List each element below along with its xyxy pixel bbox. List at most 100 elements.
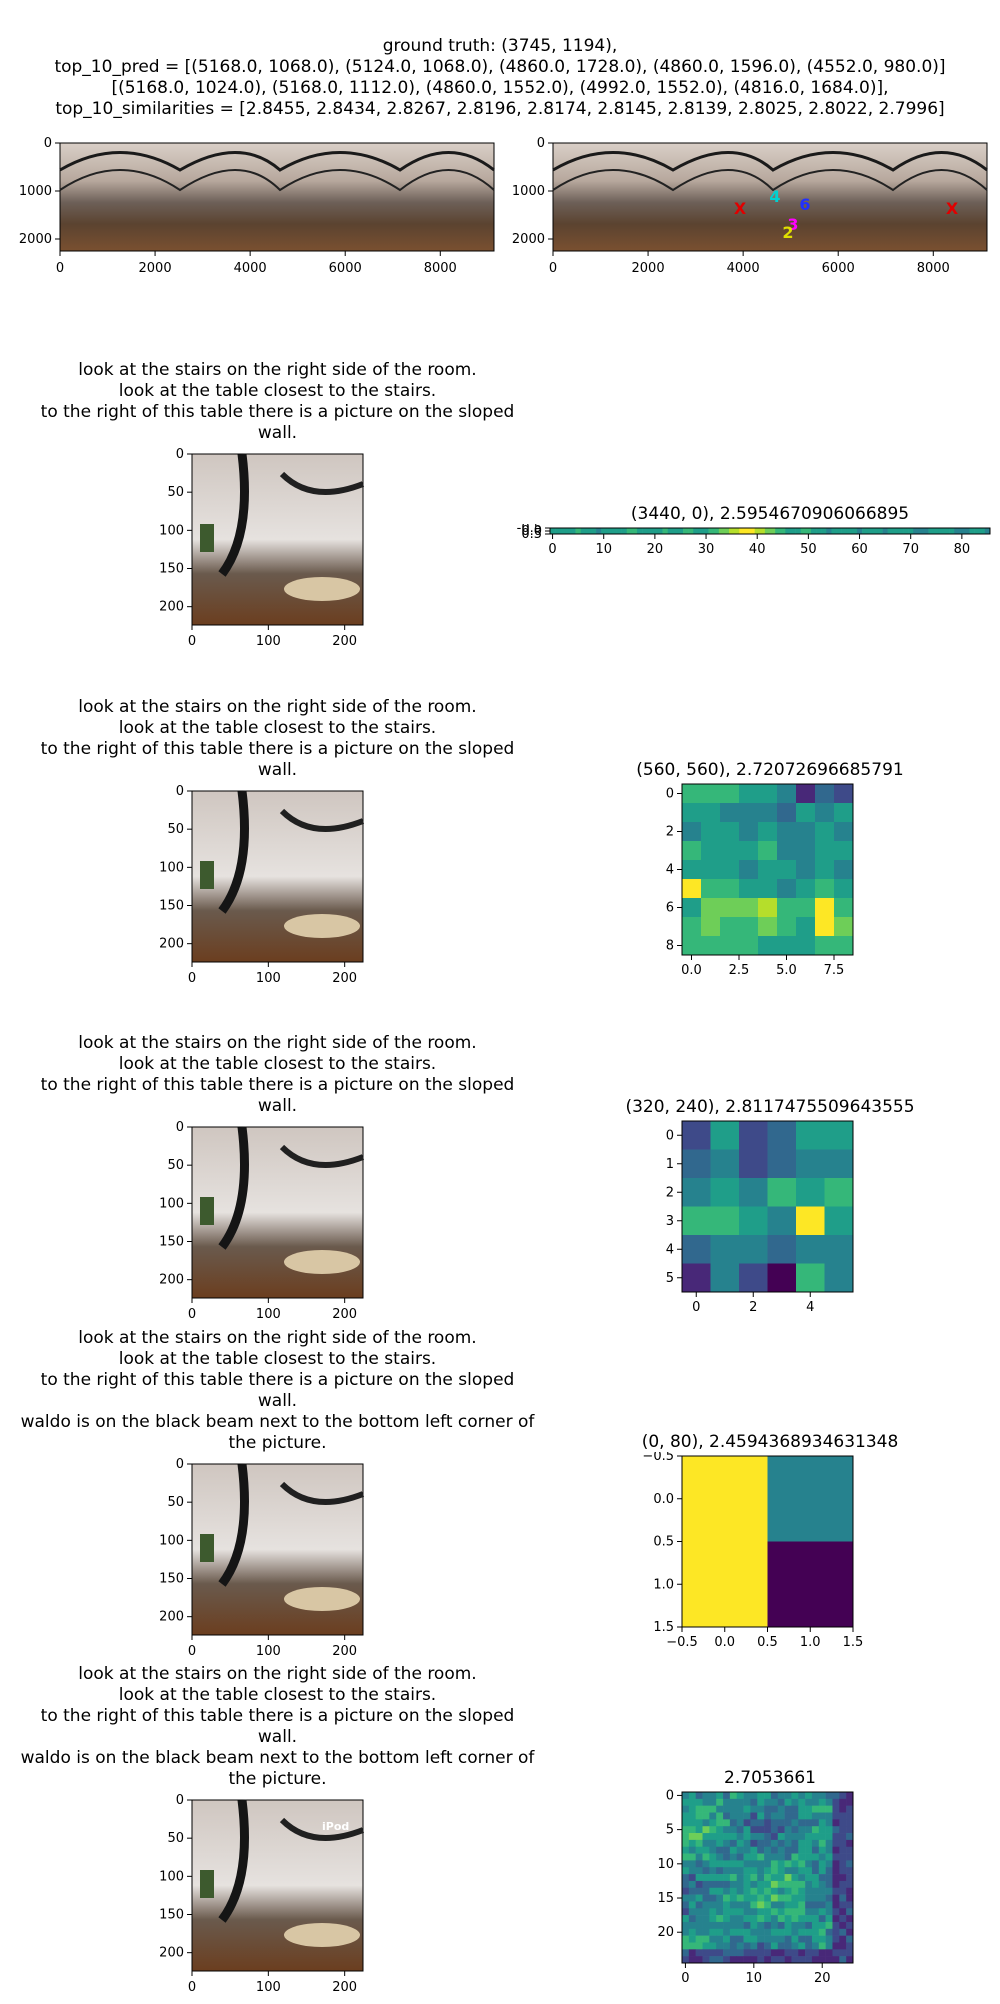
heatmap-cell (709, 1915, 717, 1923)
instruction-line: look at the table closest to the stairs. (118, 381, 437, 401)
heatmap-cell (805, 1833, 813, 1841)
heatmap-cell (682, 784, 702, 804)
heatmap-cell (709, 1860, 717, 1868)
heatmap-cell (818, 1901, 826, 1909)
heatmap-cell (839, 1901, 847, 1909)
tick-label: −0.5 (642, 1452, 674, 1464)
heatmap-cell (825, 1880, 833, 1889)
heatmap-cell (834, 803, 854, 823)
heatmap-title: (560, 560), 2.72072696685791 (636, 760, 904, 780)
heatmap-cell (839, 1921, 847, 1930)
heatmap-cell (555, 528, 561, 535)
heatmap-cell (764, 1798, 772, 1806)
tick-label: 10 (595, 542, 612, 557)
heatmap-title: 2.7053661 (724, 1768, 816, 1788)
heatmap-cell (739, 1263, 768, 1293)
heatmap-cell (969, 528, 975, 535)
heatmap-cell (757, 1949, 765, 1957)
tick-label: 200 (159, 1273, 184, 1288)
heatmap-cell (815, 841, 835, 861)
heatmap-cell (777, 917, 797, 937)
heatmap-cell (750, 1908, 758, 1916)
heatmap-cell (723, 1901, 731, 1909)
heatmap-cell (729, 1819, 738, 1827)
instruction-line: wall. (257, 1096, 298, 1116)
heatmap-cell (682, 1901, 690, 1909)
heatmap-cell (729, 1792, 738, 1800)
heatmap-cell (739, 1178, 768, 1207)
heatmap-cell (815, 822, 835, 842)
heatmap-cell (777, 898, 797, 918)
heatmap-cell (764, 1874, 772, 1882)
heatmap-cell (824, 1263, 854, 1293)
heatmap-cell (964, 528, 970, 535)
heatmap-cell (839, 1846, 847, 1854)
heatmap-cell (834, 879, 854, 899)
heatmap-cell (683, 528, 689, 535)
heatmap-cell (716, 1819, 724, 1827)
heatmap-cell (688, 1928, 696, 1936)
heatmap-cell (784, 1798, 792, 1806)
heatmap-cell (839, 1928, 847, 1936)
heatmap-cell (862, 528, 868, 535)
heatmap-cell (811, 1826, 820, 1834)
heatmap-cell (682, 1921, 690, 1930)
tick-label: 0 (188, 1307, 196, 1322)
heatmap-cell (770, 1792, 779, 1800)
tick-label: 4 (806, 1300, 814, 1315)
heatmap-cell (688, 1894, 696, 1902)
heatmap-cell (682, 1949, 690, 1957)
heatmap-cell (811, 1949, 820, 1957)
heatmap-cell (815, 936, 835, 956)
heatmap-cell (716, 1853, 724, 1861)
heatmap-chart: −0.5 0.0 0.5 1.0 1.5−0.50.00.51.01.5 (642, 1452, 863, 1650)
heatmap-cell (749, 528, 755, 535)
heatmap-cell (736, 1846, 744, 1854)
heatmap-cell (682, 1805, 690, 1813)
heatmap-cell (688, 1949, 696, 1957)
heatmap-cell (897, 528, 904, 535)
heatmap-cell (839, 1792, 847, 1800)
heatmap-cell (846, 1928, 854, 1936)
heatmap-cell (702, 1921, 710, 1930)
heatmap-cell (695, 1894, 703, 1902)
heatmap-cell (974, 528, 981, 535)
heatmap-cell (739, 803, 759, 823)
tick-label: 1.0 (653, 1577, 674, 1592)
tick-label: 100 (256, 1644, 281, 1659)
heatmap-cell (818, 1826, 826, 1834)
heatmap-cell (720, 860, 740, 880)
heatmap-cell (818, 1812, 826, 1820)
heatmap-cell (729, 1846, 738, 1854)
heatmap-cell (825, 1949, 833, 1957)
heatmap-cell (739, 1235, 768, 1264)
heatmap-cell (636, 528, 643, 535)
heatmap-cell (754, 528, 761, 535)
tick-label: 2000 (632, 261, 665, 276)
header-line: [(5168.0, 1024.0), (5168.0, 1112.0), (48… (111, 78, 889, 98)
heatmap-cell (846, 1805, 854, 1813)
heatmap-cell (716, 1908, 724, 1916)
heatmap-cell (825, 1956, 833, 1964)
heatmap-cell (723, 1798, 731, 1806)
heatmap-cell (764, 1956, 772, 1964)
instruction-line: look at the table closest to the stairs. (118, 1054, 437, 1074)
heatmap-cell (764, 1833, 772, 1841)
heatmap-cell (750, 1935, 758, 1943)
heatmap-cell (716, 1826, 724, 1834)
heatmap-cell (695, 1956, 703, 1964)
tick-label: 0.5 (653, 1535, 674, 1550)
heatmap-cell (708, 528, 715, 535)
heatmap-cell (695, 1880, 703, 1889)
heatmap-cell (729, 1805, 738, 1813)
heatmap-cell (723, 1833, 731, 1841)
heatmap-cell (729, 1853, 738, 1861)
instruction-line: look at the table closest to the stairs. (118, 718, 437, 738)
heatmap-cell (739, 1149, 768, 1179)
heatmap-cell (682, 1915, 690, 1923)
heatmap-cell (710, 1263, 740, 1293)
heatmap-cell (805, 1935, 813, 1943)
heatmap-cell (839, 1942, 847, 1950)
heatmap-cell (770, 1853, 779, 1861)
heatmap-cell (701, 898, 721, 918)
